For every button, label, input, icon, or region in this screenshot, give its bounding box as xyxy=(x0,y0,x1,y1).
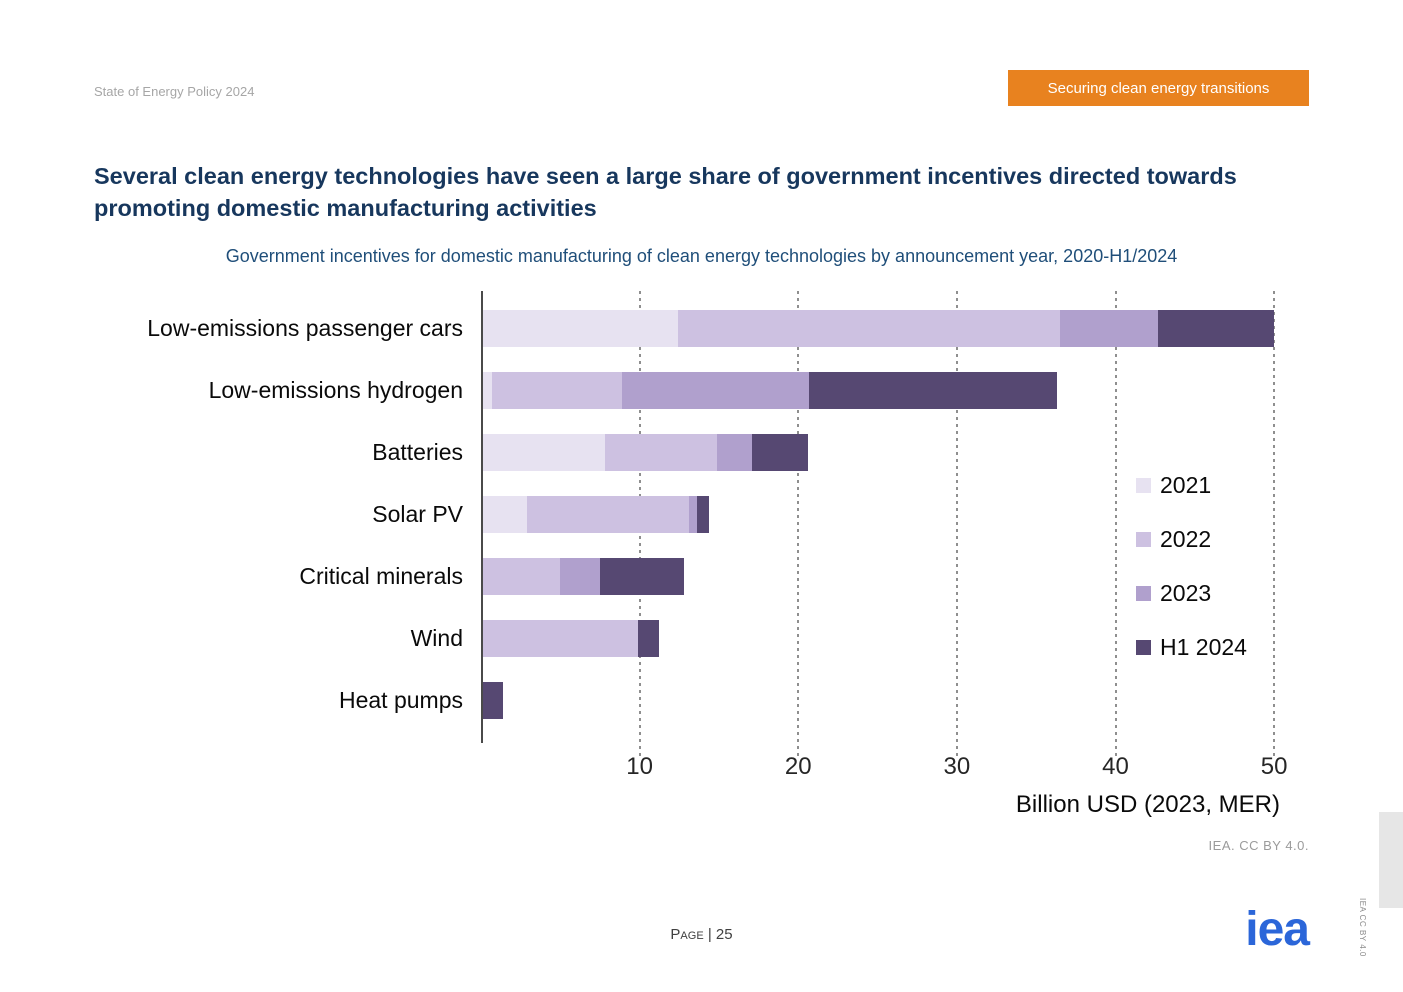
stacked-bar xyxy=(481,371,1290,409)
page-number: Page | 25 xyxy=(670,926,733,943)
category-label: Wind xyxy=(410,624,463,651)
bar-segment-2023 xyxy=(560,557,600,595)
x-tick-label: 10 xyxy=(626,753,653,780)
chart: Low-emissions passenger cars Low-emission… xyxy=(94,291,1290,819)
chart-row: Batteries xyxy=(94,421,1290,483)
header-banner: Securing clean energy transitions xyxy=(1008,70,1309,106)
bar-segment-2022 xyxy=(604,433,718,471)
stacked-bar xyxy=(481,681,1290,719)
x-tick-label: 20 xyxy=(784,753,812,780)
report-title: State of Energy Policy 2024 xyxy=(94,84,255,99)
legend-swatch xyxy=(1136,532,1151,547)
bar-segment-2023 xyxy=(688,495,697,533)
bar-segment-2021 xyxy=(481,371,493,409)
chart-row: Low-emissions hydrogen xyxy=(94,359,1290,421)
bar-segment-2022 xyxy=(481,557,561,595)
x-tick-label: 30 xyxy=(943,753,971,780)
chart-row: Low-emissions passenger cars xyxy=(94,297,1290,359)
gridline xyxy=(1114,291,1117,757)
category-label: Heat pumps xyxy=(338,686,463,713)
category-label: Batteries xyxy=(372,438,463,465)
stacked-bar xyxy=(481,309,1290,347)
source-note: IEA. CC BY 4.0. xyxy=(1208,838,1309,853)
chart-row: Wind xyxy=(94,607,1290,669)
bar-segment-h1-2024 xyxy=(481,681,504,719)
bar-segment-h1-2024 xyxy=(696,495,710,533)
chart-plot: Low-emissions passenger cars Low-emission… xyxy=(94,291,1290,757)
stacked-bar xyxy=(481,495,1290,533)
legend-label: H1 2024 xyxy=(1160,634,1247,660)
legend-swatch xyxy=(1136,640,1151,655)
chart-title: Government incentives for domestic manuf… xyxy=(225,246,1178,266)
y-axis-line xyxy=(481,291,483,743)
chart-rows: Low-emissions passenger cars Low-emission… xyxy=(94,297,1290,731)
category-label: Low-emissions hydrogen xyxy=(208,376,463,403)
banner-label: Securing clean energy transitions xyxy=(1047,79,1270,97)
bar-segment-2023 xyxy=(717,433,753,471)
bar-segment-2023 xyxy=(622,371,810,409)
gridline xyxy=(797,291,800,757)
legend-item: 2023 xyxy=(1136,580,1247,607)
bar-segment-h1-2024 xyxy=(752,433,808,471)
bar-segment-2023 xyxy=(1059,309,1159,347)
legend-swatch xyxy=(1136,478,1151,493)
category-label: Critical minerals xyxy=(299,562,463,589)
bar-segment-2022 xyxy=(677,309,1060,347)
bar-segment-h1-2024 xyxy=(1158,309,1275,347)
category-label: Solar PV xyxy=(372,500,463,527)
legend-label: 2022 xyxy=(1160,526,1212,552)
right-edge-strip xyxy=(1379,812,1403,908)
chart-legend: 2021 2022 2023 H1 2024 xyxy=(1136,472,1247,688)
bar-segment-2022 xyxy=(481,619,639,657)
x-axis-label: Billion USD (2023, MER) xyxy=(1015,791,1280,818)
legend-item: 2021 xyxy=(1136,472,1247,499)
stacked-bar xyxy=(481,557,1290,595)
bar-segment-2021 xyxy=(481,495,527,533)
bar-segment-2021 xyxy=(481,309,678,347)
stacked-bar xyxy=(481,433,1290,471)
chart-row: Critical minerals xyxy=(94,545,1290,607)
x-tick-label: 40 xyxy=(1102,753,1129,780)
chart-row: Heat pumps xyxy=(94,669,1290,731)
iea-logo: iea xyxy=(1245,903,1310,956)
legend-swatch xyxy=(1136,586,1151,601)
bar-segment-2021 xyxy=(481,433,605,471)
bar-segment-2022 xyxy=(527,495,689,533)
legend-label: 2023 xyxy=(1160,580,1212,606)
bar-segment-h1-2024 xyxy=(638,619,659,657)
stacked-bar xyxy=(481,619,1290,657)
category-label: Low-emissions passenger cars xyxy=(147,314,463,341)
bar-segment-h1-2024 xyxy=(599,557,685,595)
bar-segment-h1-2024 xyxy=(809,371,1057,409)
gridline xyxy=(955,291,958,757)
x-ticks: 10 20 30 40 50 xyxy=(481,753,1290,785)
side-copyright: IEA CC BY 4.0 xyxy=(1358,898,1367,957)
x-tick-label: 50 xyxy=(1260,753,1288,780)
legend-item: H1 2024 xyxy=(1136,634,1247,661)
legend-label: 2021 xyxy=(1160,472,1212,498)
slide-title: Several clean energy technologies have s… xyxy=(94,163,1237,222)
legend-item: 2022 xyxy=(1136,526,1247,553)
chart-row: Solar PV xyxy=(94,483,1290,545)
bar-segment-2022 xyxy=(492,371,623,409)
gridline xyxy=(1273,291,1276,757)
